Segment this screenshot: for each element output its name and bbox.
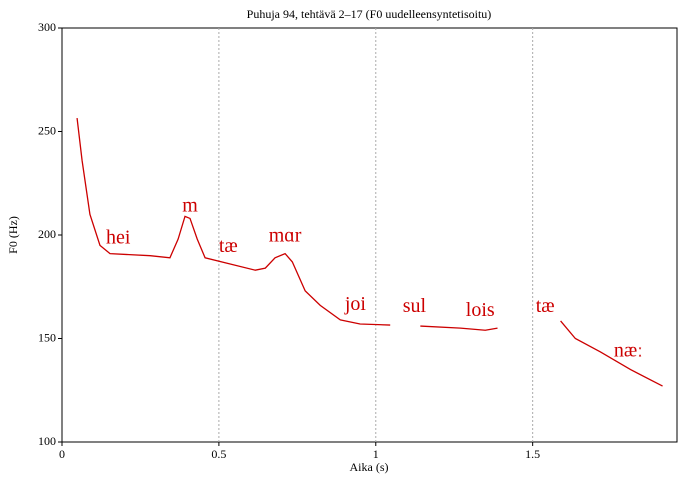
annotation: lois [466,299,495,321]
y-tick-label: 150 [38,330,56,344]
x-tick-label: 0 [59,447,65,461]
chart-title: Puhuja 94, tehtävä 2–17 (F0 uudelleensyn… [247,7,492,21]
annotation: tæ [219,235,238,257]
annotation: næː [614,340,643,362]
f0-line [76,117,663,387]
annotation: hei [106,227,131,249]
annotation: m [182,195,198,217]
x-tick-label: 0.5 [211,447,226,461]
x-tick-label: 1 [373,447,379,461]
y-axis-label: F0 (Hz) [6,216,20,254]
annotation: mɑr [269,225,302,247]
x-tick-label: 1.5 [525,447,540,461]
y-tick-label: 250 [38,123,56,137]
y-tick-label: 300 [38,20,56,34]
y-tick-label: 100 [38,434,56,448]
y-tick-label: 200 [38,227,56,241]
plot-frame [61,27,678,443]
annotation: joi [344,293,367,315]
x-axis-label: Aika (s) [350,460,389,474]
annotation: tæ [536,295,555,317]
annotation: sul [403,295,427,317]
